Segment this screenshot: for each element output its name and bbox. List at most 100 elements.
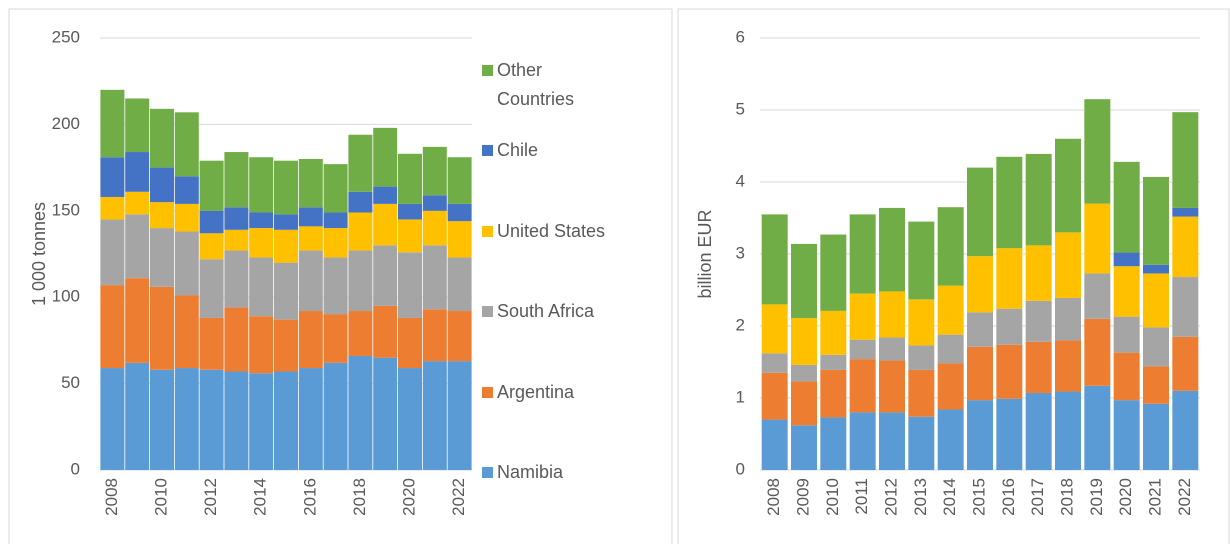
- bar-segment: [199, 160, 224, 211]
- bar-segment: [447, 361, 472, 470]
- bar-segment: [967, 400, 993, 470]
- y-tick-label: 200: [52, 114, 80, 133]
- bar-segment: [398, 219, 422, 253]
- bar-segment: [398, 368, 422, 470]
- bar-segment: [908, 299, 935, 346]
- x-tick-label: 2016: [999, 478, 1018, 516]
- x-tick-label: 2020: [399, 478, 418, 516]
- bar-segment: [398, 203, 422, 220]
- bar-segment: [125, 214, 150, 279]
- bar-segment: [174, 368, 199, 470]
- bar-segment: [224, 207, 249, 230]
- bar-segment: [298, 226, 323, 251]
- x-tick-label: 2017: [1028, 478, 1047, 516]
- bar-segment: [967, 312, 993, 347]
- bar-segment: [447, 311, 472, 362]
- bar-segment: [323, 228, 348, 258]
- y-axis-label: 1 000 tonnes: [29, 202, 49, 306]
- bar-segment: [174, 112, 199, 177]
- bar-segment: [224, 152, 249, 208]
- bar-segment: [348, 250, 373, 312]
- bar-segment: [937, 363, 964, 410]
- y-tick-label: 4: [736, 171, 745, 190]
- bar-segment: [249, 257, 274, 317]
- bar-segment: [849, 339, 876, 360]
- bar-segment: [996, 398, 1023, 470]
- bar-segment: [150, 167, 174, 203]
- y-tick-label: 5: [736, 99, 745, 118]
- bar-segment: [348, 212, 373, 251]
- bar-segment: [398, 252, 422, 318]
- bar-segment: [1025, 392, 1052, 470]
- bar-segment: [249, 228, 274, 258]
- legend-label: Argentina: [497, 381, 575, 402]
- bar-segment: [937, 285, 964, 335]
- bar-segment: [1143, 327, 1169, 367]
- x-tick-label: 2010: [151, 478, 170, 516]
- bar-segment: [1084, 99, 1111, 204]
- bar-segment: [1084, 273, 1111, 319]
- bar-segment: [348, 191, 373, 213]
- bar-segment: [398, 153, 422, 204]
- x-tick-label: 2019: [1087, 478, 1106, 516]
- bar-segment: [373, 127, 398, 187]
- bar-segment: [298, 311, 323, 369]
- bar-segment: [199, 233, 224, 260]
- bar-segment: [1025, 245, 1052, 301]
- bar-segment: [1113, 252, 1140, 267]
- bar-segment: [1172, 390, 1199, 470]
- bar-segment: [199, 369, 224, 470]
- bar-segment: [1055, 138, 1081, 233]
- bar-segment: [761, 419, 788, 470]
- bar-segment: [967, 167, 993, 257]
- bar-segment: [908, 369, 935, 417]
- bar-segment: [1172, 112, 1199, 208]
- legend-swatch: [482, 306, 493, 317]
- bar-segment: [298, 207, 323, 227]
- bar-segment: [422, 309, 447, 362]
- x-tick-label: 2018: [1057, 478, 1076, 516]
- y-tick-label: 1: [736, 387, 745, 406]
- bar-segment: [1113, 266, 1140, 317]
- bar-segment: [298, 368, 323, 470]
- bar-segment: [1113, 352, 1140, 401]
- y-tick-label: 6: [736, 27, 745, 46]
- x-tick-label: 2016: [300, 478, 319, 516]
- bar-segment: [761, 214, 788, 305]
- bar-segment: [373, 186, 398, 204]
- panel-frame: [677, 8, 1230, 544]
- bar-segment: [422, 245, 447, 310]
- bar-segment: [298, 158, 323, 208]
- bar-segment: [879, 412, 905, 470]
- bar-segment: [761, 353, 788, 373]
- x-tick-label: 2014: [940, 478, 959, 516]
- y-tick-label: 2: [736, 315, 745, 334]
- bar-segment: [1143, 366, 1169, 404]
- bar-segment: [174, 203, 199, 232]
- bar-segment: [1172, 207, 1199, 217]
- y-tick-label: 3: [736, 243, 745, 262]
- x-tick-label: 2014: [251, 478, 270, 516]
- x-tick-label: 2012: [881, 478, 900, 516]
- x-tick-label: 2015: [969, 478, 988, 516]
- y-tick-label: 0: [71, 459, 80, 478]
- bar-segment: [199, 259, 224, 318]
- bar-segment: [447, 157, 472, 204]
- bar-segment: [996, 344, 1023, 399]
- bar-segment: [249, 316, 274, 374]
- bar-segment: [274, 160, 298, 215]
- bar-segment: [996, 156, 1023, 249]
- y-tick-label: 50: [61, 373, 80, 392]
- bar-segment: [1055, 391, 1081, 470]
- bar-segment: [373, 305, 398, 358]
- y-tick-label: 100: [52, 287, 80, 306]
- bar-segment: [1055, 232, 1081, 298]
- bar-segment: [849, 359, 876, 413]
- bar-segment: [249, 212, 274, 229]
- bar-segment: [447, 221, 472, 258]
- x-tick-label: 2022: [1175, 478, 1194, 516]
- bar-segment: [174, 295, 199, 369]
- x-tick-label: 2013: [911, 478, 930, 516]
